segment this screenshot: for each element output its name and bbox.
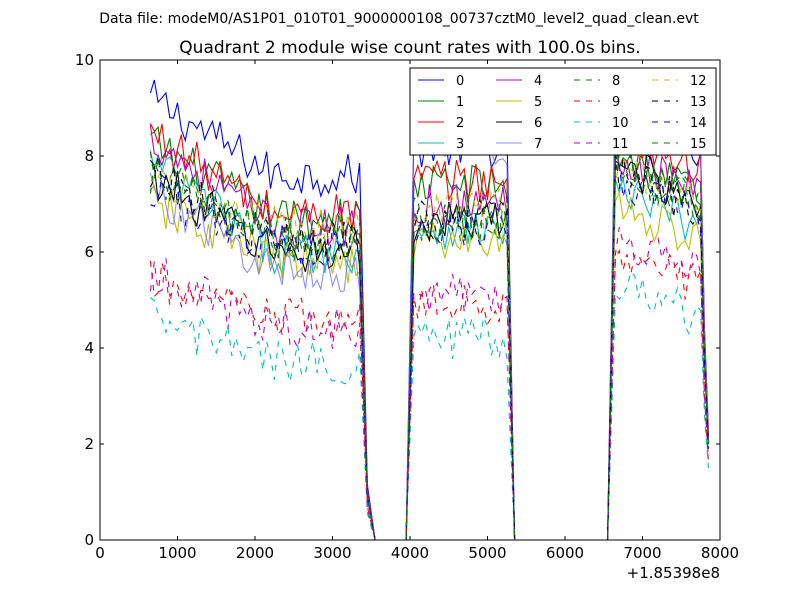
series-layer xyxy=(149,79,709,541)
legend-label-1: 1 xyxy=(456,95,464,110)
series-line-14 xyxy=(150,157,709,541)
legend-label-15: 15 xyxy=(690,137,707,152)
x-tick-label: 5000 xyxy=(468,544,506,562)
y-tick-label: 0 xyxy=(84,531,94,549)
legend-label-7: 7 xyxy=(534,137,542,152)
chart-title: Quadrant 2 module wise count rates with … xyxy=(179,38,640,58)
legend-label-9: 9 xyxy=(612,95,620,110)
series-line-8 xyxy=(149,152,709,541)
legend-label-0: 0 xyxy=(456,74,464,89)
x-tick-label: 4000 xyxy=(391,544,429,562)
legend-label-2: 2 xyxy=(456,116,464,131)
legend-label-12: 12 xyxy=(690,74,707,89)
x-tick-label: 3000 xyxy=(313,544,351,562)
legend-label-5: 5 xyxy=(534,95,542,110)
series-line-1 xyxy=(150,125,709,541)
y-tick-label: 6 xyxy=(84,243,94,261)
legend-label-11: 11 xyxy=(612,137,629,152)
legend-label-4: 4 xyxy=(534,74,542,89)
legend-label-3: 3 xyxy=(456,137,464,152)
series-line-2 xyxy=(149,118,709,541)
x-tick-label: 8000 xyxy=(701,544,739,562)
legend-label-14: 14 xyxy=(690,116,707,131)
y-tick-label: 4 xyxy=(84,339,94,357)
x-tick-label: 7000 xyxy=(623,544,661,562)
series-line-10 xyxy=(150,271,709,541)
series-line-13 xyxy=(149,150,709,541)
x-offset-label: +1.85398e8 xyxy=(627,564,720,582)
y-tick-label: 10 xyxy=(75,51,94,69)
series-line-5 xyxy=(149,184,709,541)
series-line-9 xyxy=(149,249,709,541)
data-file-caption: Data file: modeM0/AS1P01_010T01_90000001… xyxy=(99,11,699,27)
x-tick-label: 0 xyxy=(95,544,105,562)
legend-label-13: 13 xyxy=(690,95,707,110)
series-line-11 xyxy=(149,227,709,541)
y-tick-label: 8 xyxy=(84,147,94,165)
series-line-4 xyxy=(149,124,709,541)
legend-label-6: 6 xyxy=(534,116,542,131)
legend-box xyxy=(409,67,717,156)
legend-label-10: 10 xyxy=(612,116,629,131)
x-tick-label: 2000 xyxy=(236,544,274,562)
series-line-6 xyxy=(149,153,709,541)
legend-label-8: 8 xyxy=(612,74,620,89)
x-tick-label: 6000 xyxy=(546,544,584,562)
y-tick-label: 2 xyxy=(84,435,94,453)
x-tick-label: 1000 xyxy=(158,544,196,562)
